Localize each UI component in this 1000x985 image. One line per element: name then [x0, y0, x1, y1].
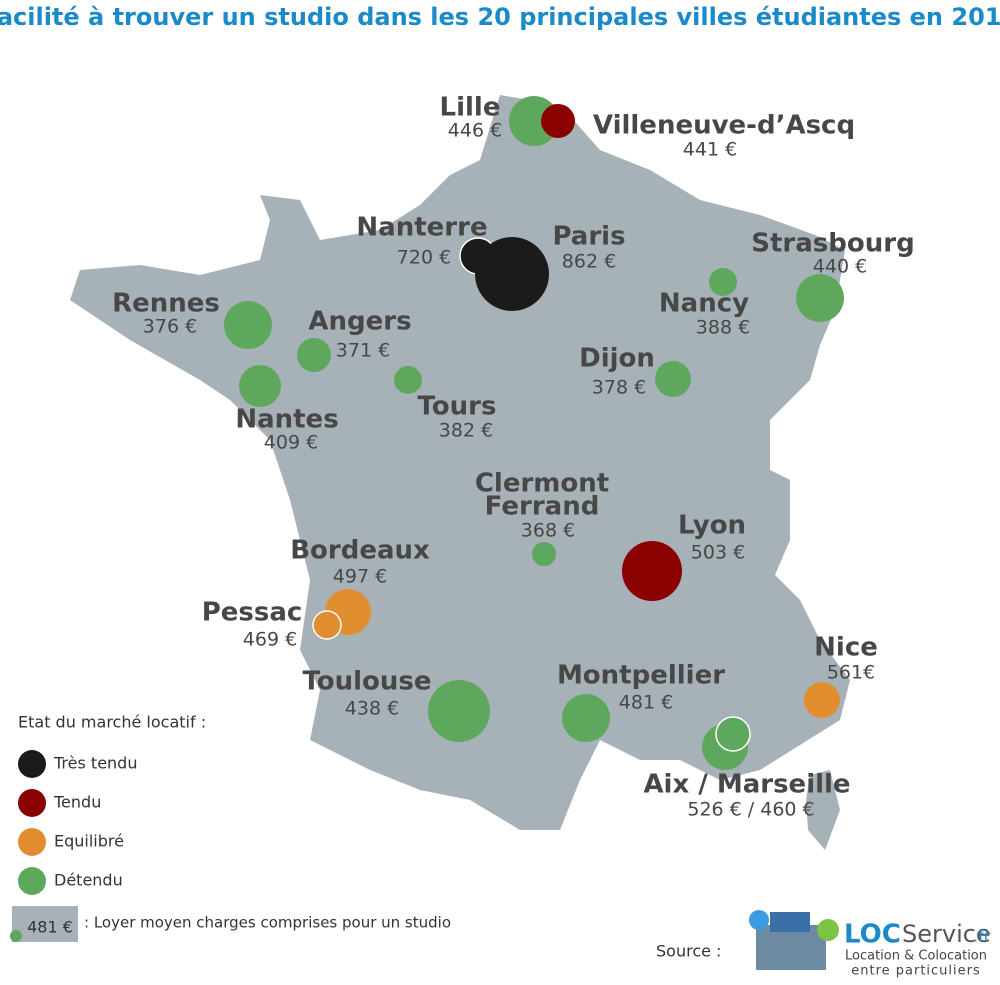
- city-bubble: [622, 541, 682, 601]
- city-rent: 441 €: [683, 139, 737, 161]
- city-name: Angers: [308, 307, 411, 337]
- city-rent: 376 €: [143, 316, 197, 338]
- title: Facilité à trouver un studio dans les 20…: [0, 3, 1000, 31]
- city-rent: 371 €: [336, 340, 390, 362]
- city-name: Lyon: [678, 511, 746, 541]
- logo-fr: .fr: [973, 927, 991, 946]
- source-label: Source :: [656, 942, 721, 961]
- city-rent: 378 €: [592, 377, 646, 399]
- city-rent: 497 €: [333, 566, 387, 588]
- city-bubble: [532, 542, 556, 566]
- city-rent: 440 €: [813, 256, 867, 278]
- city-rent: 438 €: [345, 698, 399, 720]
- city-name: Nice: [814, 633, 878, 663]
- logo-dot-blue: [749, 910, 769, 930]
- city-bubble: [562, 694, 610, 742]
- city-rent: 388 €: [696, 317, 750, 339]
- city-bubble: [655, 361, 691, 397]
- logo-roof: [770, 912, 810, 932]
- city-rent: 561€: [827, 662, 875, 684]
- city-rent: 481 €: [619, 692, 673, 714]
- city-rent: 446 €: [448, 120, 502, 142]
- city-bubble: [804, 682, 840, 718]
- city-name: Rennes: [112, 289, 220, 319]
- city-name: Ferrand: [485, 492, 600, 522]
- city-name: Dijon: [579, 344, 655, 374]
- footnote-sample: 481 €: [27, 918, 73, 937]
- legend-swatch: [18, 828, 46, 856]
- city-rent: 382 €: [439, 420, 493, 442]
- logo-tagline: Location & Colocation: [845, 949, 987, 964]
- city-bubble: [428, 680, 490, 742]
- city-name: Nancy: [659, 289, 749, 319]
- city-rent: 862 €: [562, 251, 616, 273]
- city-name: Toulouse: [302, 667, 431, 697]
- legend-label: Très tendu: [53, 754, 137, 773]
- city-bubble: [715, 716, 751, 752]
- legend-label: Tendu: [53, 793, 101, 812]
- legend-swatch: [18, 867, 46, 895]
- city-bubble: [239, 365, 281, 407]
- city-name: Aix / Marseille: [643, 770, 850, 800]
- city-rent: 503 €: [691, 542, 745, 564]
- corsica-outline: [806, 770, 840, 850]
- city-name: Pessac: [202, 598, 303, 628]
- city-name: Bordeaux: [290, 536, 430, 566]
- city-rent: 368 €: [521, 520, 575, 542]
- city-name: Paris: [552, 222, 625, 252]
- city-bubble: [796, 274, 844, 322]
- legend-swatch: [18, 750, 46, 778]
- footnote-sample-bubble: [10, 930, 22, 942]
- legend-label: Equilibré: [54, 832, 124, 851]
- city-bubble: [312, 610, 342, 640]
- city-rent: 469 €: [243, 629, 297, 651]
- city-name: Villeneuve-d’Ascq: [593, 111, 855, 141]
- logo-building: [756, 925, 826, 970]
- city-bubble: [297, 338, 331, 372]
- city-name: Nantes: [235, 405, 338, 435]
- city-name: Tours: [418, 392, 497, 422]
- city-bubble: [709, 268, 737, 296]
- legend-swatch: [18, 789, 46, 817]
- city-bubble: [541, 104, 575, 138]
- city-name: Nanterre: [356, 213, 487, 243]
- city-rent: 526 € / 460 €: [687, 799, 814, 821]
- legend-title: Etat du marché locatif :: [18, 713, 206, 732]
- city-rent: 409 €: [264, 432, 318, 454]
- city-bubble: [394, 366, 422, 394]
- city-name: Strasbourg: [751, 229, 914, 259]
- france-outline: [70, 95, 850, 830]
- logo-loc: LOC: [844, 920, 901, 950]
- footnote-sample-box: [12, 906, 78, 942]
- city-rent: 720 €: [397, 247, 451, 269]
- city-name: Clermont: [475, 469, 609, 499]
- logo-tagline: entre particuliers: [851, 964, 981, 979]
- logo: LOC Service .fr Location & Colocation en…: [749, 910, 991, 979]
- city-bubble: [475, 237, 549, 311]
- logo-dot-green: [817, 919, 839, 941]
- logo-service: Service: [902, 920, 991, 948]
- footnote-text: : Loyer moyen charges comprises pour un …: [84, 914, 451, 932]
- city-name: Montpellier: [557, 661, 725, 691]
- city-bubble: [224, 301, 272, 349]
- legend-label: Détendu: [54, 871, 123, 890]
- city-name: Lille: [440, 93, 501, 123]
